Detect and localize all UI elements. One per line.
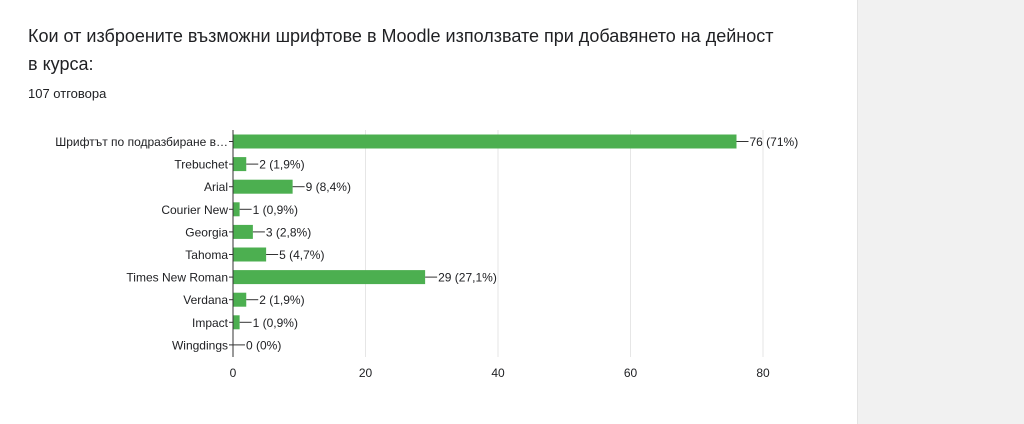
category-label: Trebuchet [174,158,228,172]
bar [233,292,247,307]
bar [233,157,247,172]
data-label: 2 (1,9%) [259,158,304,172]
data-label: 1 (0,9%) [253,203,298,217]
question-card: Кои от изброените възможни шрифтове в Mo… [0,0,858,424]
category-label: Шрифтът по подразбиране в… [55,135,228,149]
x-tick-label: 20 [359,366,373,380]
bar [233,179,293,194]
response-count: 107 отговора [28,86,107,101]
bar [233,270,426,285]
question-title: Кои от изброените възможни шрифтове в Mo… [28,26,774,74]
category-label: Courier New [161,203,228,217]
data-label: 76 (71%) [750,135,799,149]
category-label: Impact [192,316,229,330]
category-label: Tahoma [185,248,228,262]
x-tick-label: 60 [624,366,638,380]
x-tick-label: 80 [756,366,770,380]
category-label: Times New Roman [126,271,228,285]
data-label: 3 (2,8%) [266,225,311,239]
category-label: Arial [204,180,228,194]
data-label: 29 (27,1%) [438,271,497,285]
bar [233,315,240,330]
category-label: Verdana [183,293,228,307]
bar [233,247,267,262]
bar-chart: 0 20 40 60 80 Шрифтът по подразбиране в… 76 (7… [55,130,799,380]
x-tick-label: 0 [230,366,237,380]
data-label: 5 (4,7%) [279,248,324,262]
bar [233,224,253,239]
data-label: 2 (1,9%) [259,293,304,307]
data-label: 9 (8,4%) [306,180,351,194]
category-label: Georgia [185,225,228,239]
bar [233,134,737,149]
data-label: 1 (0,9%) [253,316,298,330]
bar [233,202,240,217]
x-tick-label: 40 [491,366,505,380]
data-label: 0 (0%) [246,338,281,352]
category-label: Wingdings [172,338,228,352]
